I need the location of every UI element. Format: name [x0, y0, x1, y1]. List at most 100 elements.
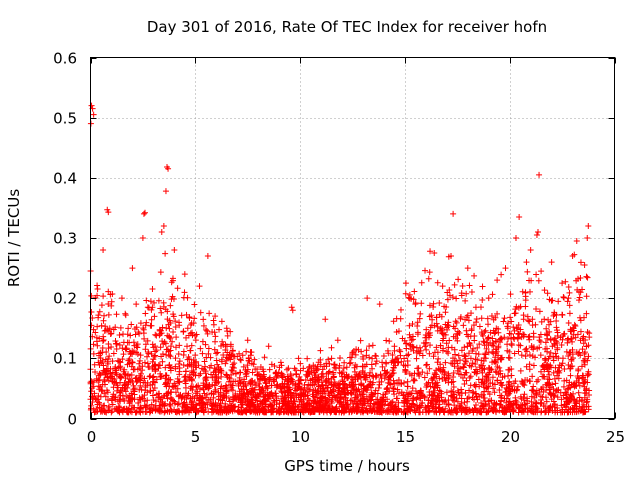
- roti-point: [162, 375, 169, 382]
- roti-point: [236, 374, 243, 381]
- roti-point: [490, 316, 497, 323]
- roti-point: [358, 406, 365, 413]
- roti-point: [163, 372, 170, 379]
- roti-point: [453, 319, 460, 326]
- roti-point: [108, 397, 115, 404]
- roti-point: [246, 358, 253, 365]
- roti-point: [456, 402, 463, 409]
- roti-point: [200, 386, 207, 393]
- roti-point: [580, 340, 587, 347]
- roti-point: [401, 397, 408, 404]
- roti-point: [176, 319, 183, 326]
- roti-point: [350, 387, 357, 394]
- roti-point: [116, 332, 123, 339]
- roti-point: [295, 355, 302, 362]
- roti-point: [558, 342, 565, 349]
- roti-point: [373, 353, 380, 360]
- roti-point: [394, 355, 401, 362]
- roti-point: [147, 387, 154, 394]
- roti-point: [288, 398, 295, 405]
- roti-point: [389, 357, 396, 364]
- roti-point: [555, 298, 562, 305]
- roti-point: [352, 381, 359, 388]
- roti-point: [384, 384, 391, 391]
- roti-point: [481, 395, 488, 402]
- roti-point: [179, 393, 186, 400]
- x-tick-label: 10: [291, 428, 310, 446]
- roti-point: [476, 341, 483, 348]
- roti-point: [494, 363, 501, 370]
- roti-point: [219, 338, 226, 345]
- roti-point: [518, 378, 525, 385]
- roti-point: [88, 402, 95, 409]
- roti-point: [173, 409, 180, 416]
- roti-point: [128, 371, 135, 378]
- roti-point: [398, 380, 405, 387]
- roti-point: [317, 394, 324, 401]
- roti-point: [559, 355, 566, 362]
- roti-point: [148, 350, 155, 357]
- roti-point: [523, 363, 530, 370]
- roti-point: [499, 408, 506, 415]
- roti-point: [184, 356, 191, 363]
- roti-point: [426, 350, 433, 357]
- roti-point: [390, 318, 397, 325]
- roti-point: [397, 348, 404, 355]
- roti-point: [423, 346, 430, 353]
- roti-point: [228, 352, 235, 359]
- roti-point: [521, 401, 528, 408]
- roti-point: [360, 396, 367, 403]
- roti-point: [226, 398, 233, 405]
- roti-point: [372, 352, 379, 359]
- roti-point: [522, 346, 529, 353]
- roti-point: [442, 359, 449, 366]
- roti-point: [135, 329, 142, 336]
- roti-point: [215, 375, 222, 382]
- roti-point: [489, 291, 496, 298]
- roti-point: [308, 407, 315, 414]
- roti-point: [99, 345, 106, 351]
- roti-point: [577, 352, 584, 359]
- roti-point: [404, 383, 411, 390]
- roti-point: [396, 347, 403, 354]
- roti-point: [176, 342, 183, 349]
- y-tick-label: 0.2: [53, 290, 77, 308]
- roti-point: [467, 355, 474, 362]
- roti-point: [214, 349, 221, 356]
- roti-point: [340, 388, 347, 395]
- roti-point: [190, 383, 197, 390]
- roti-point: [281, 380, 288, 387]
- roti-point: [151, 299, 158, 306]
- roti-point: [141, 335, 148, 342]
- roti-point: [105, 345, 112, 352]
- roti-point: [547, 318, 554, 325]
- roti-point: [244, 362, 251, 369]
- roti-point: [115, 408, 122, 415]
- roti-point: [281, 395, 288, 402]
- roti-point: [113, 367, 120, 374]
- roti-point: [169, 293, 176, 300]
- roti-point: [215, 396, 222, 403]
- roti-point: [103, 365, 110, 372]
- roti-point: [192, 337, 199, 344]
- roti-point: [220, 341, 227, 348]
- roti-point: [363, 347, 370, 354]
- roti-point: [498, 271, 505, 278]
- roti-point: [541, 356, 548, 363]
- roti-point: [94, 282, 101, 289]
- roti-point: [125, 325, 132, 332]
- roti-point: [157, 269, 164, 276]
- roti-point: [126, 356, 133, 363]
- roti-point: [478, 315, 485, 322]
- roti-point: [545, 355, 552, 362]
- roti-point: [148, 401, 155, 408]
- roti-point: [576, 294, 583, 301]
- roti-point: [545, 368, 552, 375]
- roti-point: [294, 386, 301, 393]
- roti-point: [136, 408, 143, 415]
- roti-point: [571, 396, 578, 403]
- roti-point: [338, 398, 345, 405]
- roti-point: [453, 295, 460, 302]
- roti-point: [352, 391, 359, 398]
- roti-point: [427, 342, 434, 349]
